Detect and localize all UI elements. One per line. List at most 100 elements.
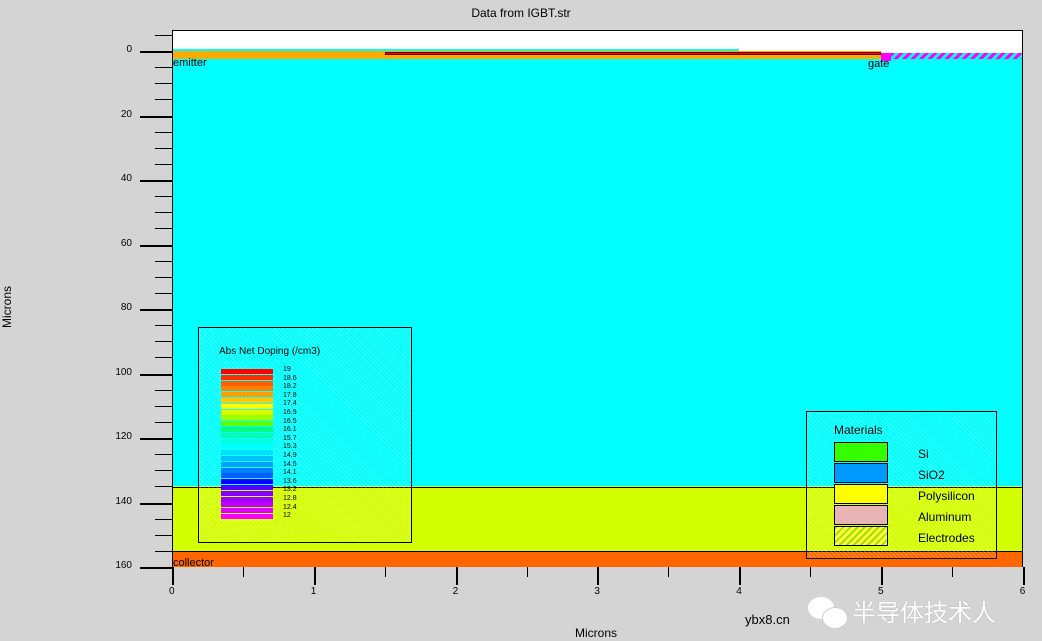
- doping-legend-label: 15.3: [283, 443, 297, 451]
- material-swatch-si: [834, 442, 888, 462]
- y-tick: [140, 244, 172, 247]
- material-label: Si: [918, 447, 929, 461]
- doping-legend-label: 18.2: [283, 383, 297, 391]
- doping-color-bar: [221, 374, 273, 380]
- y-tick: [140, 115, 172, 118]
- x-tick-label: 2: [452, 586, 459, 597]
- y-tick-label: 20: [120, 108, 132, 120]
- material-label: Polysilicon: [918, 489, 975, 503]
- doping-legend-label: 13.2: [283, 486, 297, 494]
- electrode-label-collector: collector: [173, 557, 214, 569]
- y-tick: [155, 292, 172, 294]
- region-gate-block: [881, 52, 891, 61]
- material-label: SiO2: [918, 468, 945, 482]
- x-tick: [172, 567, 174, 585]
- y-tick: [140, 51, 172, 53]
- x-tick: [739, 567, 742, 585]
- x-tick-label: 5: [878, 586, 884, 597]
- x-tick: [1022, 567, 1025, 585]
- x-tick: [455, 567, 458, 585]
- region-drift: [173, 59, 1022, 487]
- y-tick: [155, 67, 172, 69]
- doping-color-bar: [221, 409, 273, 415]
- y-tick: [155, 196, 172, 198]
- doping-legend-label: 18.6: [283, 374, 297, 382]
- material-swatch-electrodes: [834, 526, 888, 546]
- y-tick-label: 160: [115, 560, 132, 571]
- doping-legend-label: 16.1: [283, 426, 297, 434]
- y-tick: [140, 438, 172, 440]
- material-label: Aluminum: [918, 510, 972, 524]
- doping-legend-label: 15.7: [283, 434, 297, 442]
- doping-color-bar: [221, 415, 273, 421]
- material-swatch-polysilicon: [834, 484, 888, 504]
- x-tick: [881, 567, 883, 585]
- material-label: Electrodes: [918, 531, 975, 545]
- chart-title: Data from IGBT.str: [471, 6, 571, 20]
- y-tick-label: 80: [120, 302, 132, 313]
- material-swatch-sio2: [834, 463, 888, 483]
- y-tick: [155, 163, 172, 165]
- y-tick: [155, 405, 172, 407]
- x-tick-label: 3: [594, 586, 600, 597]
- region-top-cyan: [173, 48, 740, 51]
- y-tick: [155, 486, 172, 488]
- electrode-label-gate: gate: [868, 58, 890, 70]
- x-tick: [242, 567, 244, 577]
- x-tick-label: 0: [169, 586, 175, 597]
- y-tick: [155, 276, 172, 278]
- x-tick: [951, 567, 953, 577]
- doping-color-bar: [221, 369, 273, 374]
- x-axis-label: Microns: [575, 626, 618, 640]
- doping-legend-label: 17.8: [283, 391, 297, 399]
- electrode-label-emitter: emitter: [173, 57, 207, 69]
- y-tick-label: 60: [120, 237, 132, 249]
- doping-color-bar: [221, 427, 273, 432]
- y-tick: [155, 518, 172, 520]
- y-tick-label: 140: [115, 495, 132, 507]
- y-axis-label: Microns: [0, 285, 15, 329]
- doping-legend-title: Abs Net Doping (/cm3): [219, 346, 321, 357]
- region-gate-hatch: [890, 52, 1022, 60]
- doping-legend: Abs Net Doping (/cm3) 19 18.6 18.2 17.8 17.4…: [198, 327, 412, 543]
- doping-color-bar: [221, 386, 273, 392]
- doping-color-bar: [221, 502, 273, 508]
- doping-legend-label: 14.5: [283, 460, 297, 468]
- y-tick: [155, 260, 172, 262]
- doping-color-bar: [221, 508, 273, 514]
- doping-legend-label: 16.5: [283, 417, 297, 425]
- junction-line: [172, 551, 1023, 552]
- doping-color-bar: [221, 392, 273, 398]
- region-emitter-layer: [173, 51, 881, 60]
- doping-color-bar: [221, 450, 273, 456]
- y-tick: [155, 83, 172, 85]
- y-tick: [155, 147, 172, 149]
- wechat-logo-icon: [808, 597, 848, 631]
- y-tick-label: 40: [120, 173, 132, 184]
- y-tick: [155, 34, 172, 36]
- doping-color-bar: [221, 485, 273, 490]
- doping-legend-label: 12: [283, 512, 291, 520]
- y-tick-label: 120: [115, 431, 132, 442]
- junction-line: [172, 487, 1023, 488]
- y-tick: [140, 309, 172, 311]
- doping-legend-label: 13.6: [283, 477, 297, 485]
- y-tick-label: 100: [115, 366, 132, 378]
- x-tick-label: 4: [736, 586, 742, 597]
- materials-legend: Materials Si SiO2 Polysilicon Aluminum Elect…: [806, 411, 997, 559]
- doping-color-bar: [221, 479, 273, 485]
- y-tick: [155, 389, 172, 391]
- doping-legend-label: 12.4: [283, 503, 297, 511]
- y-tick: [155, 228, 172, 230]
- doping-color-bar: [221, 496, 273, 502]
- x-tick: [313, 567, 316, 585]
- x-tick-label: 6: [1019, 586, 1026, 597]
- material-swatch-aluminum: [834, 505, 888, 525]
- doping-color-bar: [221, 438, 273, 444]
- region-red-strip: [384, 51, 881, 55]
- y-tick: [155, 470, 172, 472]
- y-tick: [155, 341, 172, 343]
- y-tick-label: 0: [126, 44, 132, 55]
- y-tick: [155, 534, 172, 536]
- doping-legend-label: 17.4: [283, 400, 297, 408]
